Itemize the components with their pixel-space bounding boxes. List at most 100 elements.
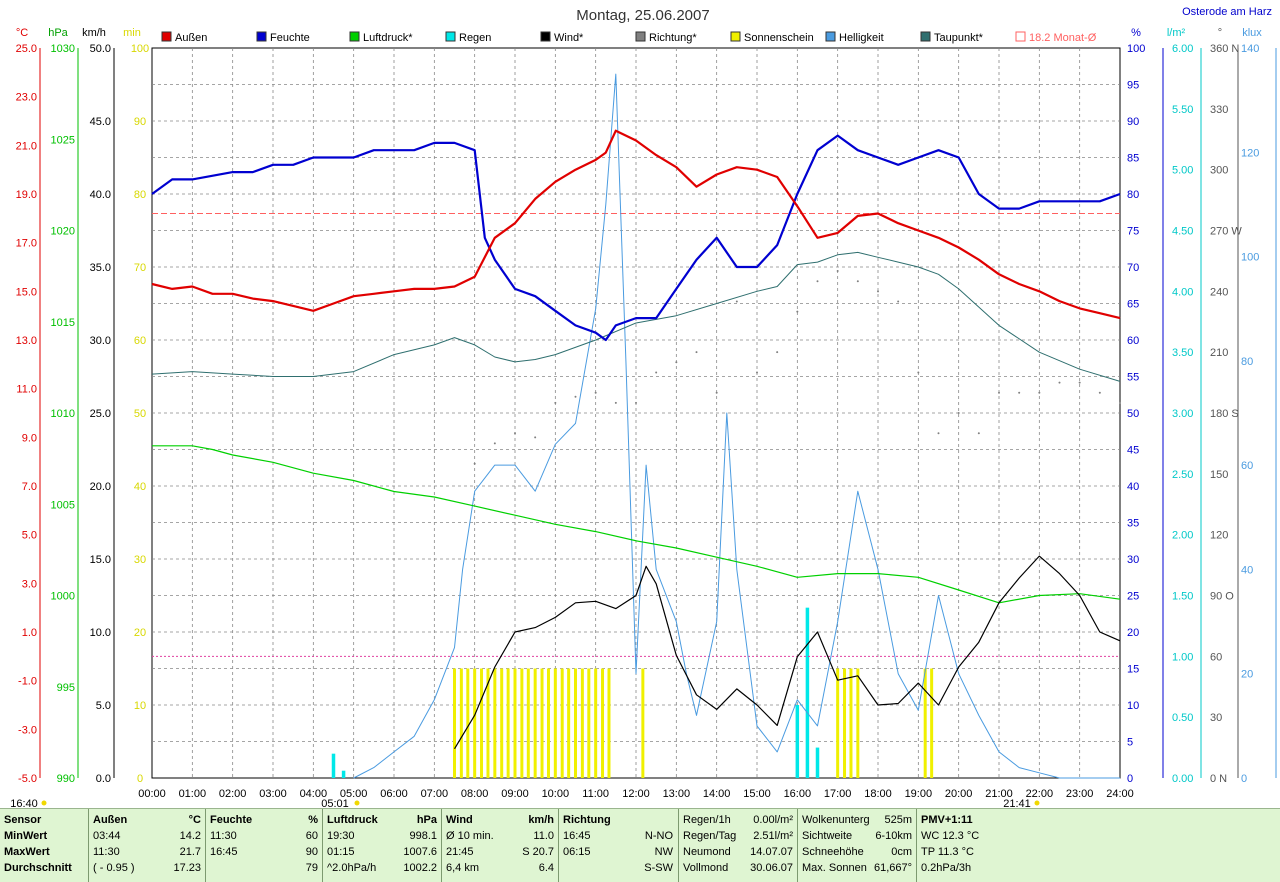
x-tick-label: 20:00 [945, 788, 973, 800]
sun-tick-label: 10 [134, 700, 146, 712]
direction-tick-label: 0 N [1210, 773, 1227, 785]
x-tick-label: 12:00 [622, 788, 650, 800]
direction-point [473, 462, 476, 465]
footer-richtung-avg-value: S-SW [644, 862, 673, 874]
direction-tick-label: 300 [1210, 165, 1228, 177]
legend-label: Außen [175, 32, 207, 44]
sun-tick-label: 50 [134, 408, 146, 420]
footer-druck-unit: hPa [416, 814, 437, 826]
direction-point [655, 371, 658, 374]
x-tick-label: 21:00 [985, 788, 1013, 800]
footer-vollmond-value: 30.06.07 [750, 862, 793, 874]
temp-tick-label: 13.0 [16, 335, 37, 347]
humidity-tick-label: 5 [1127, 737, 1133, 749]
footer-druck-min-time: 19:30 [327, 830, 355, 842]
temp-tick-label: 1.0 [22, 627, 37, 639]
footer-col-pmv: PMV+1:11 WC 12.3 °C TP 11.3 °C 0.2hPa/3h [916, 809, 1017, 882]
rain-tick-label: 3.50 [1172, 347, 1193, 359]
direction-point [614, 401, 617, 404]
wind-tick-label: 50.0 [90, 43, 111, 55]
sunshine-bar [641, 668, 645, 778]
footer-richtung-min-time: 16:45 [563, 830, 591, 842]
direction-point [776, 351, 779, 354]
humidity-tick-label: 15 [1127, 664, 1139, 676]
temp-tick-label: 17.0 [16, 238, 37, 250]
sunshine-bar [459, 668, 463, 778]
statistics-footer: Sensor MinWert MaxWert Durchschnitt Auße… [0, 808, 1280, 882]
x-tick-label: 18:00 [864, 788, 892, 800]
direction-tick-label: 360 N [1210, 43, 1239, 55]
x-tick-label: 15:00 [743, 788, 771, 800]
legend: Außen Feuchte Luftdruck* Regen Wind* Richtung… [161, 31, 1097, 44]
wind-tick-label: 20.0 [90, 481, 111, 493]
temp-tick-label: 23.0 [16, 92, 37, 104]
legend-label: Richtung* [649, 32, 697, 44]
direction-tick-label: 330 [1210, 104, 1228, 116]
sunshine-bar [607, 668, 611, 778]
rain-tick-label: 0.50 [1172, 712, 1193, 724]
legend-swatch [825, 31, 836, 42]
pressure-tick-label: 1025 [51, 134, 75, 146]
footer-feuchte-unit: % [308, 814, 318, 826]
humidity-tick-label: 50 [1127, 408, 1139, 420]
footer-maxwert: MaxWert [4, 846, 50, 858]
weather-chart: Montag, 25.06.2007 Osterode am Harz °C h… [10, 6, 1277, 808]
rain-tick-label: 1.50 [1172, 591, 1193, 603]
sun-tick-label: 80 [134, 189, 146, 201]
wind-tick-label: 0.0 [96, 773, 111, 785]
dewpoint-line [151, 251, 1121, 382]
footer-richtung-max-value: NW [654, 846, 673, 858]
x-tick-label: 06:00 [380, 788, 408, 800]
x-tick-label: 24:00 [1106, 788, 1134, 800]
legend-label: Luftdruck* [363, 32, 413, 44]
footer-feuchte-max-time: 16:45 [210, 846, 238, 858]
sun-tick-label: 60 [134, 335, 146, 347]
footer-wind-avg-value: 6.4 [538, 862, 554, 874]
footer-durchschnitt: Durchschnitt [4, 862, 72, 874]
footer-wind-unit: km/h [528, 814, 554, 826]
direction-point [574, 395, 577, 398]
x-tick-label: 23:00 [1066, 788, 1094, 800]
footer-col-wolken: Wolkenunterg 525m Sichtweite 6-10km Schnee… [797, 809, 916, 882]
x-tick-label: 05:00 [340, 788, 368, 800]
sunshine-bar [930, 668, 934, 778]
direction-point [1098, 391, 1101, 394]
footer-sonne-value: 61,667° [873, 862, 912, 874]
sunrise-label: 05:01 [321, 798, 349, 808]
footer-schnee-label: Schneehöhe [802, 846, 864, 858]
humidity-tick-label: 85 [1127, 153, 1139, 165]
legend-label: Helligkeit [839, 32, 884, 44]
sun-tick-label: 20 [134, 627, 146, 639]
direction-point [877, 290, 879, 293]
left-time-marker [41, 800, 47, 806]
direction-unit-label: ° [1218, 27, 1222, 39]
sunshine-bar [513, 668, 517, 778]
left-time-label: 16:40 [10, 798, 38, 808]
direction-point [957, 412, 960, 414]
sunset-marker [1034, 800, 1040, 806]
footer-regen-1h-value: 0.00l/m² [753, 814, 793, 826]
sunshine-bar [453, 668, 456, 778]
footer-feuchte-head: Feuchte [210, 814, 253, 826]
footer-druck-max-value: 1007.6 [403, 846, 437, 858]
humidity-tick-label: 30 [1127, 554, 1139, 566]
rain-bar [331, 753, 336, 778]
footer-feuchte-max-value: 90 [305, 846, 318, 858]
x-tick-label: 22:00 [1026, 788, 1054, 800]
direction-point [1119, 401, 1121, 404]
footer-wind-head: Wind [446, 814, 473, 826]
direction-point [917, 371, 920, 374]
footer-vollmond-label: Vollmond [683, 862, 729, 874]
rain-tick-label: 0.00 [1172, 773, 1193, 785]
sunshine-bar [500, 668, 504, 778]
humidity-tick-label: 60 [1127, 335, 1139, 347]
direction-point [1058, 381, 1061, 384]
direction-point [816, 280, 819, 283]
temp-unit-label: °C [16, 27, 28, 39]
x-tick-label: 04:00 [300, 788, 328, 800]
wind-tick-label: 45.0 [90, 116, 111, 128]
direction-tick-label: 240 [1210, 286, 1228, 298]
rain-tick-label: 4.00 [1172, 286, 1193, 298]
footer-aussen-avg-note: ( - 0.95 ) [93, 862, 135, 874]
footer-wind-max-time: 21:45 [446, 846, 474, 858]
